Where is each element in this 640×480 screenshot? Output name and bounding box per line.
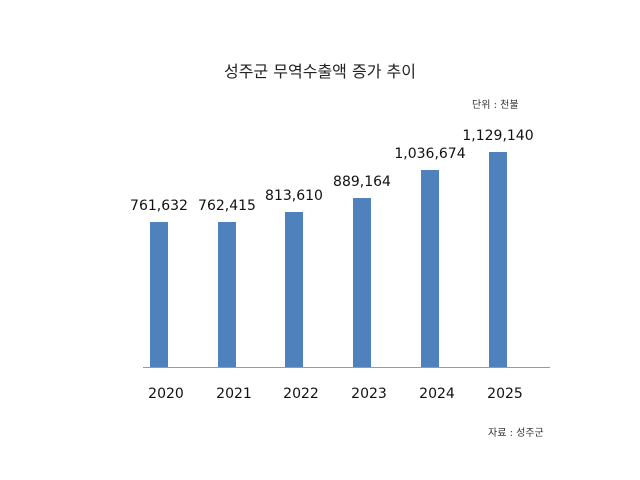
source-label: 자료 : 성주군 [488,428,544,439]
x-axis-line [143,367,550,368]
bar-2025 [489,152,507,367]
x-tick-label-2025: 2025 [487,386,523,402]
bar-2022 [285,212,303,367]
bar-2020 [150,222,168,367]
value-label-2025: 1,129,140 [462,128,534,144]
bar-2023 [353,198,371,367]
x-tick-label-2023: 2023 [351,386,387,402]
x-tick-label-2021: 2021 [216,386,252,402]
value-label-2022: 813,610 [265,188,323,204]
x-tick-label-2024: 2024 [419,386,455,402]
chart-title: 성주군 무역수출액 증가 추이 [224,62,416,81]
value-label-2020: 761,632 [130,198,188,214]
bar-2021 [218,222,236,367]
value-label-2021: 762,415 [198,198,256,214]
unit-label: 단위 : 천불 [472,100,519,111]
x-tick-label-2020: 2020 [148,386,184,402]
value-label-2023: 889,164 [333,174,391,190]
x-tick-label-2022: 2022 [283,386,319,402]
bar-2024 [421,170,439,367]
value-label-2024: 1,036,674 [394,146,466,162]
